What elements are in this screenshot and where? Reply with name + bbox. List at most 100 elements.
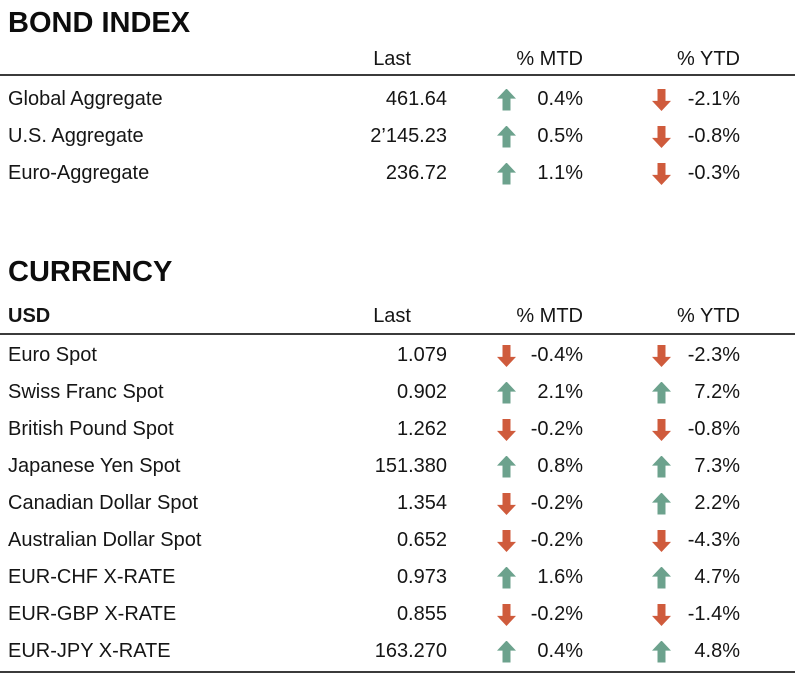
ytd-value: 4.7%	[694, 566, 740, 588]
last-value: 0.902	[396, 381, 447, 403]
instrument-name: EUR-GBP X-RATE	[8, 603, 177, 625]
ytd-value: -0.8%	[687, 125, 740, 147]
mtd-value: 0.4%	[537, 88, 583, 110]
ytd-value: 7.3%	[694, 455, 740, 477]
instrument-name: Australian Dollar Spot	[8, 529, 202, 551]
last-value: 1.354	[396, 492, 447, 514]
up-arrow-icon	[497, 162, 516, 185]
mtd-cell: -0.4%	[447, 344, 583, 367]
mtd-cell: 0.8%	[447, 455, 583, 478]
ytd-value: -1.4%	[687, 603, 740, 625]
mtd-value: -0.4%	[530, 344, 583, 366]
down-arrow-icon	[652, 345, 671, 367]
mtd-value: -0.2%	[530, 492, 583, 514]
down-arrow-icon	[497, 604, 516, 626]
mtd-cell: 0.5%	[447, 125, 583, 148]
mtd-cell: 1.6%	[447, 566, 583, 589]
last-value: 0.973	[396, 566, 447, 588]
up-arrow-icon	[652, 381, 671, 404]
ytd-value: -4.3%	[687, 529, 740, 551]
ytd-cell: -2.3%	[583, 344, 740, 367]
instrument-name: U.S. Aggregate	[8, 125, 144, 147]
down-arrow-icon	[497, 419, 516, 441]
mtd-cell: 0.4%	[447, 88, 583, 111]
down-arrow-icon	[652, 126, 671, 148]
table-row: Euro-Aggregate 236.72 1.1% -0.3%	[0, 155, 795, 192]
up-arrow-icon	[497, 88, 516, 111]
ytd-cell: 7.3%	[583, 455, 740, 478]
instrument-name: Euro Spot	[8, 344, 97, 366]
mtd-cell: 1.1%	[447, 162, 583, 185]
down-arrow-icon	[652, 530, 671, 552]
mtd-value: -0.2%	[530, 418, 583, 440]
up-arrow-icon	[497, 640, 516, 663]
mtd-cell: -0.2%	[447, 603, 583, 626]
down-arrow-icon	[652, 604, 671, 626]
currency-header-ytd: % YTD	[677, 305, 740, 327]
mtd-value: -0.2%	[530, 529, 583, 551]
last-value: 2’145.23	[370, 125, 447, 147]
ytd-value: -2.3%	[687, 344, 740, 366]
mtd-value: 2.1%	[537, 381, 583, 403]
mtd-cell: -0.2%	[447, 492, 583, 515]
currency-header-last: Last	[373, 305, 411, 327]
mtd-value: 1.1%	[537, 162, 583, 184]
instrument-name: Swiss Franc Spot	[8, 381, 164, 403]
ytd-value: 7.2%	[694, 381, 740, 403]
ytd-cell: 4.8%	[583, 640, 740, 663]
last-value: 1.079	[396, 344, 447, 366]
instrument-name: British Pound Spot	[8, 418, 174, 440]
last-value: 461.64	[385, 88, 447, 110]
up-arrow-icon	[497, 455, 516, 478]
down-arrow-icon	[497, 345, 516, 367]
last-value: 1.262	[396, 418, 447, 440]
table-row: Euro Spot 1.079 -0.4% -2.3%	[0, 337, 795, 374]
last-value: 0.652	[396, 529, 447, 551]
instrument-name: Global Aggregate	[8, 88, 163, 110]
ytd-cell: -0.8%	[583, 418, 740, 441]
bond-index-table: Global Aggregate 461.64 0.4% -2.1% U.S. …	[0, 76, 795, 192]
mtd-cell: 0.4%	[447, 640, 583, 663]
instrument-name: EUR-JPY X-RATE	[8, 640, 171, 662]
down-arrow-icon	[652, 163, 671, 185]
currency-header-mtd: % MTD	[516, 305, 583, 327]
currency-header-usd: USD	[8, 305, 51, 327]
bond-header-mtd: % MTD	[516, 48, 583, 70]
down-arrow-icon	[652, 89, 671, 111]
last-value: 151.380	[374, 455, 447, 477]
bond-header-ytd: % YTD	[677, 48, 740, 70]
up-arrow-icon	[652, 566, 671, 589]
ytd-value: 4.8%	[694, 640, 740, 662]
ytd-cell: -1.4%	[583, 603, 740, 626]
last-value: 236.72	[385, 162, 447, 184]
down-arrow-icon	[497, 493, 516, 515]
mtd-value: 1.6%	[537, 566, 583, 588]
ytd-cell: -0.3%	[583, 162, 740, 185]
mtd-cell: -0.2%	[447, 418, 583, 441]
ytd-cell: 2.2%	[583, 492, 740, 515]
up-arrow-icon	[652, 640, 671, 663]
down-arrow-icon	[497, 530, 516, 552]
ytd-value: 2.2%	[694, 492, 740, 514]
up-arrow-icon	[652, 455, 671, 478]
bond-index-header-row: Last % MTD % YTD	[0, 48, 795, 76]
up-arrow-icon	[652, 492, 671, 515]
mtd-value: 0.8%	[537, 455, 583, 477]
table-row: British Pound Spot 1.262 -0.2% -0.8%	[0, 411, 795, 448]
ytd-cell: 4.7%	[583, 566, 740, 589]
up-arrow-icon	[497, 381, 516, 404]
ytd-value: -0.3%	[687, 162, 740, 184]
currency-header-row: USD Last % MTD % YTD	[0, 303, 795, 335]
bond-index-title: BOND INDEX	[8, 7, 191, 39]
instrument-name: Japanese Yen Spot	[8, 455, 181, 477]
table-row: Swiss Franc Spot 0.902 2.1% 7.2%	[0, 374, 795, 411]
bond-header-last: Last	[373, 48, 411, 70]
table-row: Japanese Yen Spot 151.380 0.8% 7.3%	[0, 448, 795, 485]
mtd-value: 0.5%	[537, 125, 583, 147]
mtd-cell: -0.2%	[447, 529, 583, 552]
table-bottom-rule	[0, 671, 795, 673]
up-arrow-icon	[497, 125, 516, 148]
last-value: 0.855	[396, 603, 447, 625]
mtd-value: -0.2%	[530, 603, 583, 625]
table-row: Australian Dollar Spot 0.652 -0.2% -4.3%	[0, 522, 795, 559]
